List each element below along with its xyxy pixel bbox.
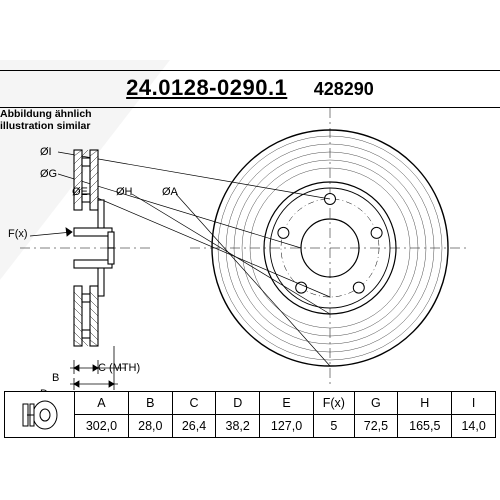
drawing-canvas: 24.0128-0290.1 428290 Abbildung ähnlich … — [0, 0, 500, 500]
col-H: H — [398, 392, 452, 415]
brake-disc-icon — [7, 398, 72, 432]
val-A: 302,0 — [74, 415, 128, 438]
val-B: 28,0 — [128, 415, 172, 438]
dim-label-H: ØH — [116, 186, 133, 198]
col-C: C — [172, 392, 216, 415]
dim-label-B: B — [52, 372, 59, 384]
val-I: 14,0 — [452, 415, 496, 438]
dim-label-I: ØI — [40, 146, 52, 158]
dim-label-C: C (MTH) — [98, 362, 140, 374]
col-E: E — [260, 392, 314, 415]
table-header-row: A B C D E F(x) G H I — [5, 392, 496, 415]
col-A: A — [74, 392, 128, 415]
col-B: B — [128, 392, 172, 415]
col-D: D — [216, 392, 260, 415]
val-H: 165,5 — [398, 415, 452, 438]
val-F: 5 — [314, 415, 355, 438]
table-value-row: 302,0 28,0 26,4 38,2 127,0 5 72,5 165,5 … — [5, 415, 496, 438]
dimension-table: A B C D E F(x) G H I 302,0 28,0 26,4 38,… — [4, 391, 496, 438]
val-C: 26,4 — [172, 415, 216, 438]
dim-label-A: ØA — [162, 186, 178, 198]
dim-label-E: ØE — [72, 186, 88, 198]
col-F: F(x) — [314, 392, 355, 415]
val-D: 38,2 — [216, 415, 260, 438]
val-G: 72,5 — [354, 415, 398, 438]
dim-label-F: F(x) — [8, 228, 28, 240]
val-E: 127,0 — [260, 415, 314, 438]
col-I: I — [452, 392, 496, 415]
table-icon-cell — [5, 392, 75, 438]
col-G: G — [354, 392, 398, 415]
dim-label-G: ØG — [40, 168, 57, 180]
